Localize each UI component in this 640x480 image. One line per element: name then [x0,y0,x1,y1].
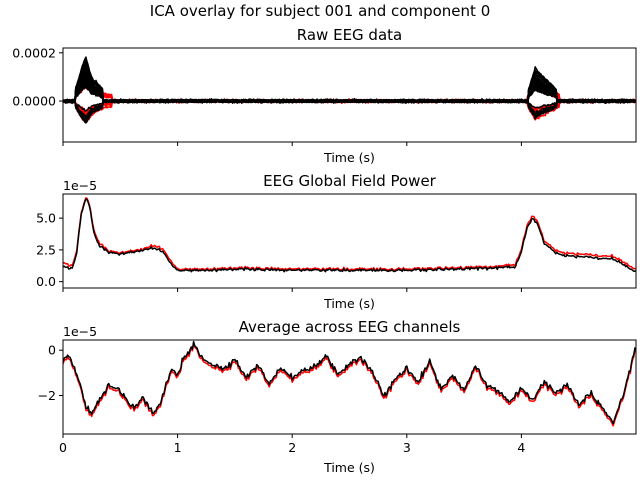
x-axis-label: Time (s) [323,296,375,311]
x-tick-label: 2 [288,440,296,455]
x-axis-label: Time (s) [323,150,375,165]
y-tick-label: 2.5 [36,242,56,257]
subplot-title: Average across EEG channels [239,318,461,336]
series-group [63,56,636,124]
figure-suptitle: ICA overlay for subject 001 and componen… [150,2,490,20]
y-tick-label: 0.0002 [12,45,56,60]
channel-trace [63,59,636,104]
channel-trace [63,98,636,119]
y-offset-text: 1e−5 [63,324,97,339]
y-tick-label: 0.0000 [12,94,56,109]
series-line-black [63,198,636,273]
subplot-2: EEG Global Field Power Time (s) 0.0 2.5 5.0 1… [36,172,637,311]
axes-frame [62,193,637,289]
y-tick-label: 5.0 [36,211,56,226]
y-tick-label: 0 [48,343,56,358]
channel-trace [63,56,636,104]
x-tick-label: 4 [517,440,525,455]
series-group [63,340,636,427]
x-tick-label: 0 [59,440,67,455]
series-line-black [63,340,636,425]
subplot-1: Raw EEG data Time (s) 0.0000 0.0002 [12,26,637,165]
x-axis-label: Time (s) [323,460,375,475]
axes-frame [62,47,637,143]
channel-trace [63,58,636,104]
x-tick-label: 3 [403,440,411,455]
x-tick-label: 1 [174,440,182,455]
series-line-red [63,197,636,272]
channel-trace [63,58,636,104]
y-tick-label: 0.0 [36,274,56,289]
axes-frame [62,339,637,435]
series-group [63,197,636,273]
subplot-title: EEG Global Field Power [263,172,437,190]
subplot-title: Raw EEG data [297,26,402,44]
y-tick-label: −2 [38,388,56,403]
subplot-3: Average across EEG channels 0 1 2 3 4 Time (s)… [38,318,637,475]
y-offset-text: 1e−5 [63,178,97,193]
